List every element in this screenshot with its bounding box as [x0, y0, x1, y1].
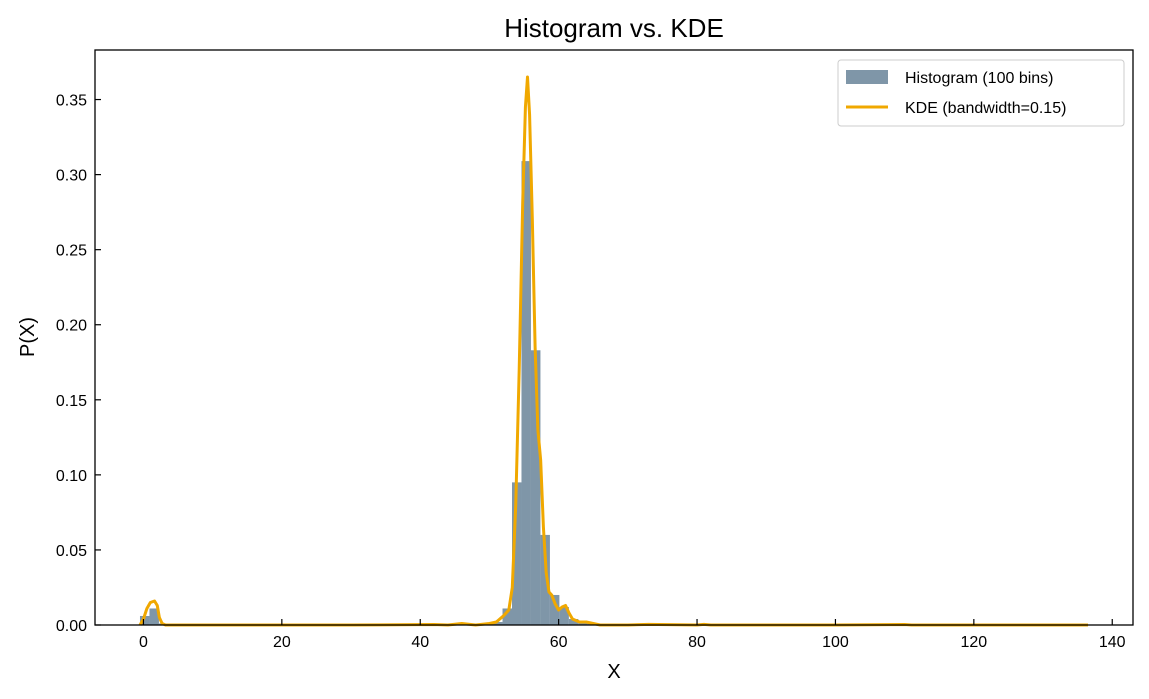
- y-tick-label: 0.20: [56, 318, 87, 335]
- y-tick-label: 0.10: [56, 468, 87, 485]
- histogram-bar: [511, 482, 522, 625]
- x-axis-label: X: [607, 661, 620, 683]
- x-tick-label: 80: [688, 634, 706, 651]
- legend-histogram-label: Histogram (100 bins): [905, 70, 1054, 87]
- y-axis-label: P(X): [17, 317, 39, 357]
- x-tick-label: 0: [139, 634, 148, 651]
- y-tick-label: 0.35: [56, 93, 87, 110]
- legend: Histogram (100 bins) KDE (bandwidth=0.15…: [837, 59, 1125, 127]
- histogram-bar: [540, 534, 550, 625]
- x-tick-label: 140: [1099, 634, 1126, 651]
- histogram-bar: [493, 621, 503, 625]
- x-tick-label: 60: [550, 634, 568, 651]
- legend-histogram-swatch: [846, 70, 888, 84]
- histogram-bar: [502, 608, 512, 625]
- x-tick-label: 20: [273, 634, 291, 651]
- legend-kde-label: KDE (bandwidth=0.15): [905, 100, 1066, 117]
- y-tick-label: 0.30: [56, 168, 87, 185]
- x-tick-label: 100: [822, 634, 849, 651]
- histogram-bar: [530, 350, 541, 625]
- histogram-bar: [568, 618, 579, 625]
- y-axis-ticks: 0.00 0.05 0.10 0.15 0.20 0.25 0.30 0.35: [56, 93, 101, 635]
- histogram-bar: [521, 161, 531, 625]
- y-tick-label: 0.15: [56, 393, 87, 410]
- histogram-bar: [559, 606, 569, 625]
- histogram-bar: [139, 615, 150, 625]
- legend-box: [837, 59, 1125, 127]
- x-axis-ticks: 0 20 40 60 80 100 120 140: [139, 619, 1126, 651]
- x-tick-label: 120: [960, 634, 987, 651]
- plot-frame: [94, 49, 1134, 626]
- x-tick-label: 40: [411, 634, 429, 651]
- y-tick-label: 0.05: [56, 543, 87, 560]
- histogram-bar: [149, 608, 159, 625]
- y-tick-label: 0.25: [56, 243, 87, 260]
- histogram-bar: [549, 594, 560, 625]
- y-tick-label: 0.00: [56, 618, 87, 635]
- chart-title: Histogram vs. KDE: [504, 13, 724, 43]
